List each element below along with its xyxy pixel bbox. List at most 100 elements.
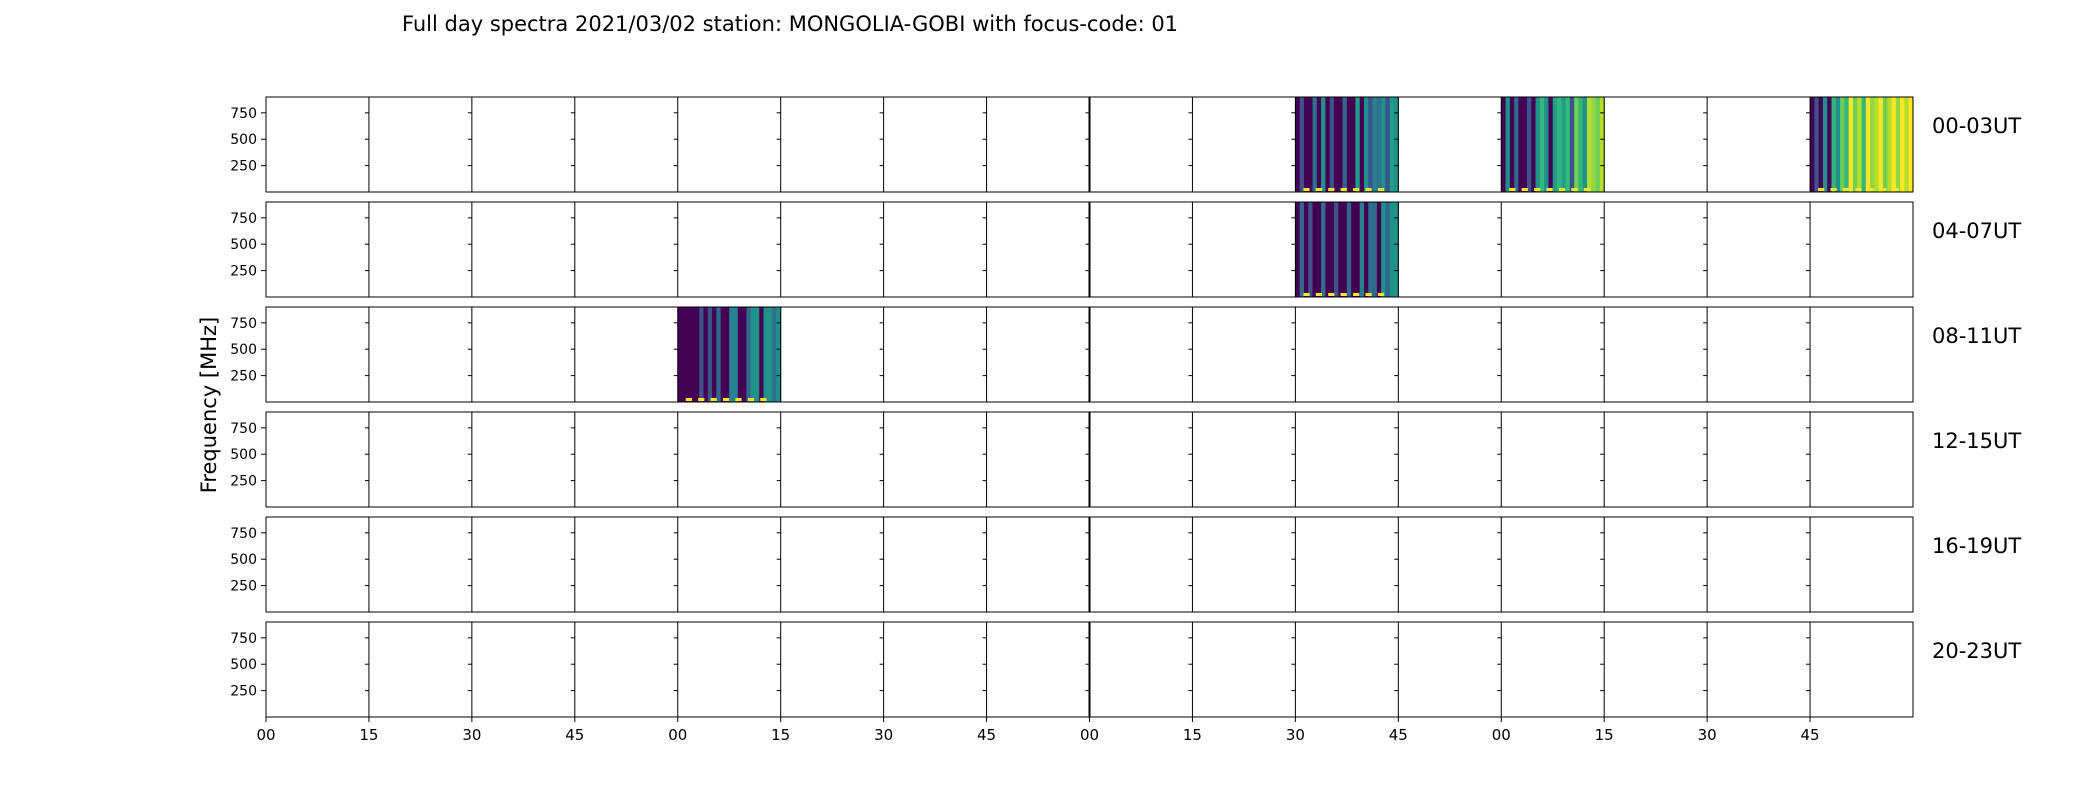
row-label: 04-07UT [1932, 219, 2021, 243]
spectrogram-band [1587, 97, 1592, 192]
spectrogram-band [772, 307, 777, 402]
spectrogram-band [1333, 97, 1339, 192]
spectrogram-band [1316, 202, 1322, 297]
x-tick-label: 15 [771, 726, 790, 744]
spectrogram-band [699, 307, 705, 402]
spectrogram-band [742, 307, 747, 402]
spectrogram-band [1312, 97, 1318, 192]
spectrogram-band [1599, 97, 1605, 192]
spectrogram-band [1364, 202, 1369, 297]
x-tick-label: 00 [1492, 726, 1511, 744]
x-tick-label: 00 [1080, 726, 1099, 744]
spectrogram-band [1595, 97, 1601, 192]
spectrogram-band [1591, 97, 1597, 192]
spectrogram-band [1822, 97, 1828, 192]
spectrogram-bright-bin [1818, 188, 1825, 191]
spectra-row-16-19UT: 750 500 250 16-19UT [230, 516, 2021, 613]
spectrogram-band [1818, 97, 1824, 192]
spectrogram-band [1372, 97, 1378, 192]
spectrogram-band [1565, 97, 1571, 192]
spectrogram-bright-bin [1365, 188, 1372, 191]
spectrogram-bright-bin [1830, 188, 1837, 191]
x-tick-label: 15 [359, 726, 378, 744]
x-tick-label: 15 [1595, 726, 1614, 744]
y-tick-label: 500 [230, 237, 257, 253]
y-tick-label: 250 [230, 474, 257, 490]
spectrogram-band [1835, 97, 1841, 192]
spectrogram-band [1518, 97, 1524, 192]
spectrogram-band [1346, 97, 1352, 192]
x-tick-label: 45 [1801, 726, 1820, 744]
spectrogram-band [1351, 202, 1357, 297]
spectrogram-bright-bin [1880, 188, 1887, 191]
spectrogram-band [1900, 97, 1906, 192]
spectrogram-band [1891, 97, 1897, 192]
spectrogram-bright-bin [1340, 293, 1347, 296]
spectrogram-band [1514, 97, 1520, 192]
x-tick-label: 45 [1389, 726, 1408, 744]
spectrogram-band [1351, 97, 1357, 192]
x-tick-label: 00 [668, 726, 687, 744]
spectra-row-12-15UT: 750 500 250 12-15UT [230, 411, 2021, 508]
spectrogram-band [1346, 202, 1352, 297]
spectrogram-bright-bin [1546, 188, 1553, 191]
spectrogram-band [1389, 97, 1395, 192]
spectrogram-band [1329, 202, 1335, 297]
spectrogram-band [1561, 97, 1567, 192]
spectrogram-bright-bin [1340, 188, 1347, 191]
spectrogram-band [1368, 202, 1374, 297]
spectrogram-band [686, 307, 692, 402]
spectrogram-band [1303, 97, 1309, 192]
spectrogram-band [1381, 97, 1387, 192]
spectrogram-band [1857, 97, 1863, 192]
spectrogram-band [1299, 97, 1305, 192]
spectrogram-band [1844, 97, 1850, 192]
spectrogram-band [1381, 202, 1387, 297]
row-label: 08-11UT [1932, 324, 2021, 348]
spectra-row-20-23UT: 750 500 250 20-23UT [230, 621, 2021, 718]
spectrogram-bright-bin [685, 398, 692, 401]
spectrogram-band [1329, 97, 1335, 192]
spectrogram-band [1308, 97, 1314, 192]
spectrogram-band [1848, 97, 1854, 192]
spectrogram-band [1342, 202, 1348, 297]
spectrogram-band [750, 307, 756, 402]
spectrogram-bright-bin [1303, 293, 1310, 296]
spectrogram-band [1295, 97, 1301, 192]
spectrogram-band [707, 307, 713, 402]
spectrogram-band [1299, 202, 1305, 297]
spectrogram-band [1840, 97, 1845, 192]
spectrogram-band [1509, 97, 1515, 192]
spectra-row-04-07UT: 750 500 250 04-07UT [230, 201, 2021, 298]
x-tick-label: 00 [256, 726, 275, 744]
spectrogram-bright-bin [1303, 188, 1310, 191]
spectrogram-band [1359, 202, 1365, 297]
spectrogram-band [1385, 202, 1391, 297]
y-tick-label: 750 [230, 421, 257, 437]
spectrogram-band [1827, 97, 1833, 192]
x-tick-label: 15 [1183, 726, 1202, 744]
spectrogram-bright-bin [1867, 188, 1874, 191]
y-tick-label: 500 [230, 342, 257, 358]
spectrogram-band [1544, 97, 1550, 192]
spectrogram-bright-bin [1353, 293, 1360, 296]
y-tick-label: 750 [230, 106, 257, 122]
spectrogram-band [677, 307, 683, 402]
spectrogram-band [1861, 97, 1867, 192]
y-tick-label: 250 [230, 264, 257, 280]
spectra-row-08-11UT: 750 500 250 08-11UT [230, 306, 2021, 403]
spectrogram-bright-bin [1377, 188, 1385, 191]
x-tick-label: 45 [977, 726, 996, 744]
spectrogram-bright-bin [1558, 188, 1566, 191]
y-tick-label: 250 [230, 684, 257, 700]
spectrogram-band [1814, 97, 1820, 192]
spectrogram-band [1321, 97, 1326, 192]
spectrogram-bright-bin [723, 398, 730, 401]
spectrogram-bright-bin [1365, 293, 1372, 296]
spectrogram-band [1342, 97, 1348, 192]
spectrogram-band [759, 307, 765, 402]
spectrogram-bright-bin [735, 398, 742, 401]
spectra-row-00-03UT: 750 500 250 00-03UT [230, 96, 2021, 193]
y-tick-label: 750 [230, 211, 257, 227]
